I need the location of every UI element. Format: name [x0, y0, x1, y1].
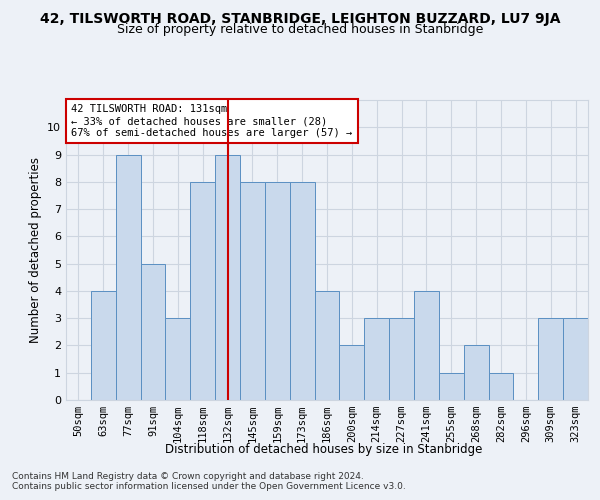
Text: Contains public sector information licensed under the Open Government Licence v3: Contains public sector information licen… — [12, 482, 406, 491]
Bar — [464, 346, 488, 400]
Bar — [290, 182, 314, 400]
Bar — [563, 318, 588, 400]
Bar — [116, 154, 140, 400]
Bar — [314, 291, 340, 400]
Bar — [215, 154, 240, 400]
Bar — [414, 291, 439, 400]
Bar — [240, 182, 265, 400]
Bar — [389, 318, 414, 400]
Bar — [340, 346, 364, 400]
Bar — [190, 182, 215, 400]
Bar — [439, 372, 464, 400]
Bar — [538, 318, 563, 400]
Text: 42 TILSWORTH ROAD: 131sqm
← 33% of detached houses are smaller (28)
67% of semi-: 42 TILSWORTH ROAD: 131sqm ← 33% of detac… — [71, 104, 352, 138]
Bar — [265, 182, 290, 400]
Text: Distribution of detached houses by size in Stanbridge: Distribution of detached houses by size … — [166, 442, 482, 456]
Text: Size of property relative to detached houses in Stanbridge: Size of property relative to detached ho… — [117, 22, 483, 36]
Bar — [364, 318, 389, 400]
Bar — [166, 318, 190, 400]
Bar — [488, 372, 514, 400]
Bar — [91, 291, 116, 400]
Bar — [140, 264, 166, 400]
Text: 42, TILSWORTH ROAD, STANBRIDGE, LEIGHTON BUZZARD, LU7 9JA: 42, TILSWORTH ROAD, STANBRIDGE, LEIGHTON… — [40, 12, 560, 26]
Y-axis label: Number of detached properties: Number of detached properties — [29, 157, 41, 343]
Text: Contains HM Land Registry data © Crown copyright and database right 2024.: Contains HM Land Registry data © Crown c… — [12, 472, 364, 481]
